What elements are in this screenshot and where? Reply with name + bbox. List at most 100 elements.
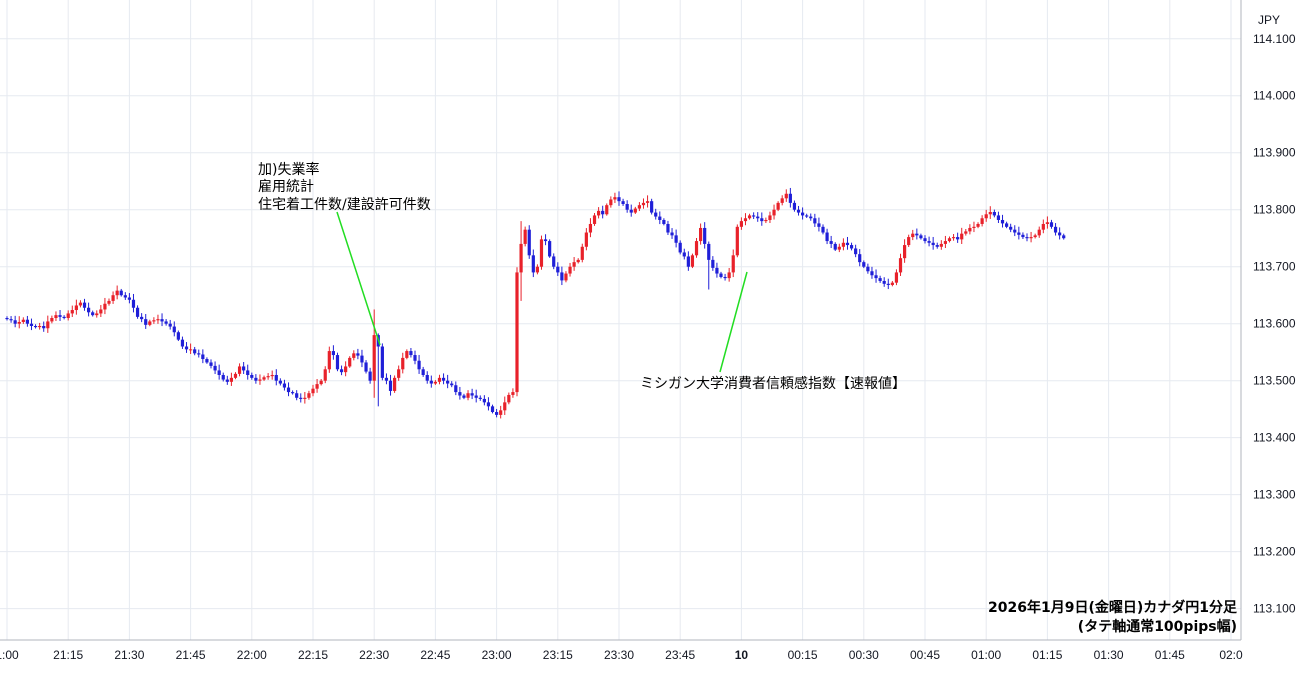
candle: [25, 315, 29, 327]
candle-body: [719, 273, 723, 277]
candle: [805, 213, 809, 218]
candle-body: [458, 392, 462, 396]
candle: [172, 321, 176, 337]
candle-body: [756, 216, 760, 219]
price-tick-label: 113.600: [1253, 317, 1296, 331]
candle-body: [870, 271, 874, 276]
candle-body: [968, 227, 972, 232]
candle: [752, 212, 756, 220]
candle-body: [964, 231, 968, 234]
candle-body: [568, 266, 572, 274]
candle-body: [82, 302, 87, 308]
candle: [968, 224, 972, 235]
candle-body: [788, 193, 792, 203]
candle-body: [654, 212, 658, 217]
candle: [344, 361, 348, 377]
candle-body: [254, 377, 258, 381]
candle-body: [625, 204, 629, 210]
candle-body: [58, 315, 62, 317]
candle-body: [707, 243, 711, 260]
candle-body: [486, 402, 491, 407]
candle: [176, 330, 180, 342]
chart-caption-line-2: (タテ軸通常100pips幅): [1078, 618, 1237, 635]
candle-body: [103, 303, 107, 310]
candle: [140, 313, 144, 323]
candle: [417, 354, 421, 374]
candle: [499, 405, 503, 419]
candle-body: [262, 377, 266, 380]
candle: [637, 202, 641, 212]
candle-body: [176, 332, 180, 340]
candle: [470, 388, 474, 400]
candle: [886, 278, 890, 290]
time-tick-label: 21:45: [176, 648, 206, 662]
candle-body: [576, 259, 580, 263]
time-tick-label: 22:45: [420, 648, 450, 662]
candle-body: [1000, 219, 1005, 224]
candle: [364, 360, 368, 374]
candle-body: [682, 252, 686, 257]
candle: [539, 235, 544, 270]
candle-body: [348, 357, 352, 367]
price-tick-label: 113.100: [1253, 602, 1296, 616]
candle-body: [270, 374, 274, 377]
candle-body: [123, 295, 127, 298]
candle-body: [490, 406, 495, 413]
candle: [123, 292, 127, 300]
candle-body: [601, 210, 605, 215]
candle: [735, 224, 739, 258]
candle-body: [960, 233, 964, 240]
time-tick-label: 23:30: [604, 648, 634, 662]
candle: [784, 189, 788, 202]
candle-body: [152, 320, 156, 322]
candle-body: [131, 299, 136, 308]
candle: [821, 224, 825, 235]
candle-body: [107, 300, 111, 304]
candle: [1041, 219, 1045, 234]
candle: [197, 349, 201, 358]
candle-body: [658, 216, 662, 220]
currency-label: JPY: [1258, 13, 1280, 27]
candle: [527, 225, 531, 259]
candle-body: [662, 219, 666, 224]
candle-body: [605, 205, 609, 215]
time-tick-label: 00:45: [910, 648, 940, 662]
candle-body: [352, 353, 356, 358]
candle-body: [809, 216, 813, 219]
candle-body: [674, 235, 678, 243]
candle: [972, 221, 976, 233]
candle: [119, 288, 123, 297]
candle: [960, 227, 964, 245]
candle-body: [446, 380, 450, 384]
candle-body: [140, 316, 144, 320]
time-tick-label: 01:45: [1155, 648, 1185, 662]
candle-body: [645, 201, 650, 203]
time-tick-label: 21:30: [114, 648, 144, 662]
candle-body: [221, 374, 225, 380]
candle: [409, 347, 413, 358]
candle: [772, 204, 776, 220]
candle: [54, 311, 58, 322]
candle-body: [38, 325, 42, 328]
time-tick-label: 1:00: [0, 648, 19, 662]
candle-body: [217, 370, 221, 375]
candle-body: [821, 226, 825, 233]
candle-body: [258, 379, 262, 381]
candle-body: [1062, 235, 1066, 239]
candle: [584, 228, 588, 251]
candle: [654, 208, 658, 220]
candle: [254, 374, 258, 384]
candle-body: [380, 346, 384, 378]
candle-body: [384, 377, 389, 381]
candle: [441, 373, 446, 385]
price-tick-label: 113.400: [1253, 431, 1296, 445]
candle: [719, 271, 723, 279]
candle-body: [621, 201, 625, 205]
candle-body: [780, 198, 784, 203]
candle-body: [686, 256, 690, 267]
candle-body: [911, 233, 915, 238]
candle: [152, 317, 156, 324]
candle: [70, 305, 74, 318]
candle-body: [890, 282, 894, 285]
candle: [131, 293, 136, 313]
